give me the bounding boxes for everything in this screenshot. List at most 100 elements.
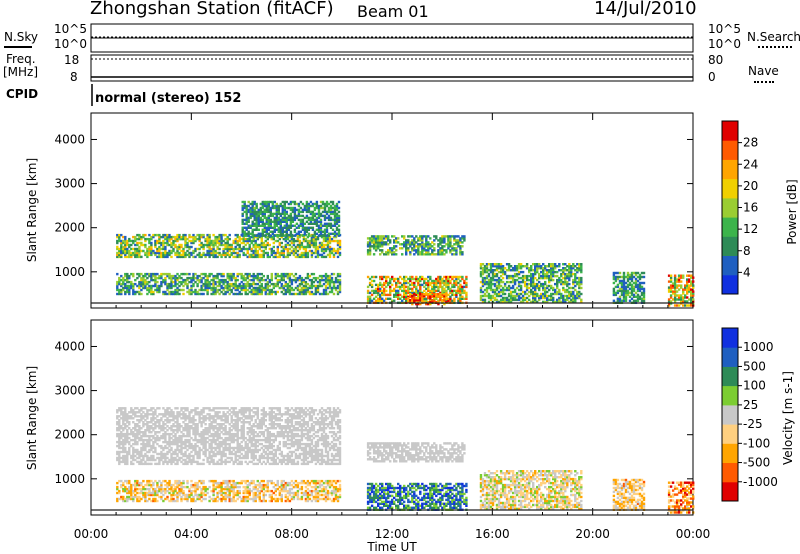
heatmap-cell (281, 232, 284, 235)
heatmap-cell (220, 233, 223, 237)
heatmap-cell (216, 235, 219, 239)
heatmap-cell (158, 247, 161, 251)
heatmap-cell (421, 249, 424, 252)
heatmap-cell (324, 247, 328, 251)
heatmap-cell (178, 415, 181, 418)
heatmap-cell (154, 450, 157, 454)
heatmap-cell (130, 417, 133, 420)
heatmap-cell (336, 286, 340, 290)
heatmap-cell (333, 234, 337, 237)
heatmap-cell (445, 275, 448, 279)
heatmap-cell (170, 280, 173, 284)
heatmap-cell (521, 270, 525, 274)
heatmap-cell (425, 243, 428, 246)
heatmap-cell (275, 212, 278, 216)
heatmap-cell (307, 206, 311, 210)
heatmap-cell (150, 272, 153, 276)
heatmap-cell (232, 274, 235, 278)
heatmap-cell (409, 275, 412, 279)
heatmap-cell (252, 288, 255, 292)
heatmap-cell (196, 423, 199, 426)
heatmap-cell (316, 280, 320, 284)
heatmap-cell (238, 286, 241, 290)
heatmap-cell (417, 300, 420, 304)
heatmap-cell (170, 286, 173, 290)
heatmap-cell (158, 249, 161, 253)
heatmap-cell (206, 436, 209, 440)
heatmap-cell (249, 214, 252, 218)
heatmap-cell (140, 235, 143, 239)
heatmap-cell (136, 434, 139, 438)
heatmap-cell (230, 253, 233, 257)
heatmap-cell (439, 251, 442, 254)
heatmap-cell (576, 294, 579, 298)
heatmap-cell (122, 448, 125, 452)
heatmap-cell (136, 290, 139, 294)
heatmap-cell (245, 214, 248, 218)
heatmap-cell (327, 210, 331, 214)
heatmap-cell (194, 436, 197, 440)
heatmap-cell (546, 286, 549, 290)
heatmap-cell (192, 274, 195, 278)
heatmap-cell (572, 263, 575, 266)
heatmap-cell (190, 419, 193, 422)
heatmap-cell (377, 299, 380, 302)
heatmap-cell (192, 249, 195, 253)
heatmap-cell (251, 202, 254, 206)
heatmap-cell (501, 288, 505, 292)
heatmap-cell (249, 216, 252, 220)
heatmap-cell (204, 239, 207, 243)
heatmap-cell (306, 288, 310, 292)
heatmap-cell (690, 300, 693, 303)
heatmap-cell (457, 241, 460, 244)
heatmap-cell (258, 292, 261, 296)
heatmap-cell (174, 434, 177, 438)
heatmap-cell (501, 280, 505, 284)
heatmap-cell (296, 253, 300, 257)
heatmap-cell (306, 243, 310, 247)
heatmap-cell (445, 251, 448, 254)
heatmap-cell (140, 458, 143, 462)
heatmap-cell (120, 247, 123, 251)
heatmap-cell (493, 296, 497, 300)
heatmap-cell (158, 407, 161, 410)
heatmap-cell (554, 265, 557, 268)
heatmap-cell (144, 274, 147, 278)
heatmap-cell (166, 421, 169, 424)
heatmap-cell (208, 255, 211, 259)
heatmap-cell (132, 284, 135, 288)
heatmap-cell (622, 295, 626, 298)
heatmap-cell (210, 249, 213, 253)
heatmap-cell (282, 276, 285, 280)
heatmap-cell (556, 280, 559, 284)
heatmap-cell (140, 436, 143, 440)
heatmap-cell (497, 270, 501, 274)
heatmap-cell (443, 297, 446, 300)
heatmap-cell (180, 450, 183, 454)
heatmap-cell (411, 289, 414, 293)
heatmap-cell (439, 283, 442, 287)
heatmap-cell (148, 249, 151, 253)
heatmap-cell (212, 233, 215, 237)
heatmap-cell (337, 206, 341, 210)
heatmap-cell (562, 270, 565, 274)
heatmap-cell (314, 239, 318, 243)
heatmap-cell (186, 284, 189, 288)
heatmap-cell (164, 247, 167, 251)
heatmap-cell (638, 273, 642, 277)
heatmap-cell (507, 288, 511, 292)
heatmap-cell (381, 289, 384, 293)
heatmap-cell (204, 253, 207, 257)
heatmap-cell (264, 292, 267, 296)
heatmap-cell (156, 276, 159, 280)
heatmap-cell (122, 415, 125, 418)
heatmap-cell (435, 300, 438, 304)
station-title: Zhongshan Station (fitACF) (90, 0, 334, 19)
heatmap-cell (315, 232, 319, 235)
heatmap-cell (309, 204, 313, 208)
heatmap-cell (116, 245, 119, 249)
heatmap-cell (379, 243, 382, 246)
heatmap-cell (622, 299, 626, 302)
heatmap-cell (170, 446, 173, 450)
heatmap-cell (126, 241, 129, 245)
